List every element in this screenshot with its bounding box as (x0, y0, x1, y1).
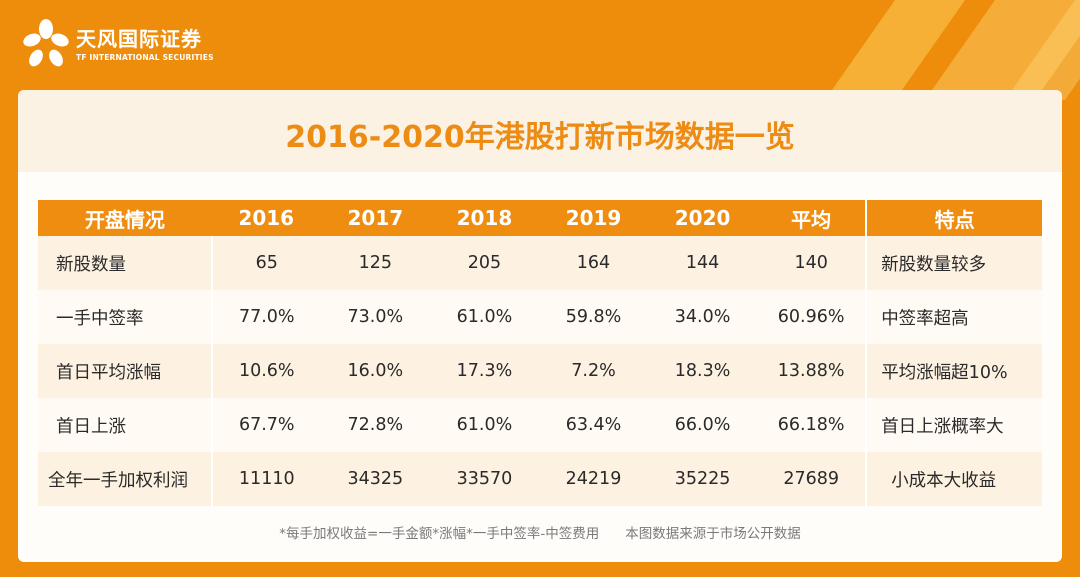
feature-cell: 小成本大收益 (866, 452, 1042, 506)
table-cell: 33570 (429, 452, 539, 506)
table-cell: 7.2% (538, 344, 649, 398)
table-cell: 67.7% (211, 398, 321, 452)
brand-name-cn: 天风国际证券 (76, 26, 202, 51)
table-cell: 73.0% (320, 290, 430, 344)
row-label: 首日上涨 (38, 398, 213, 452)
table-row: 新股数量 65 125 205 164 144 140 新股数量较多 (38, 236, 1042, 290)
table-cell: 125 (320, 236, 430, 290)
table-cell: 61.0% (429, 398, 539, 452)
table-header-row: 开盘情况 2016 2017 2018 2019 2020 平均 特点 (38, 200, 1042, 236)
feature-cell: 中签率超高 (866, 290, 1042, 344)
column-header: 特点 (866, 200, 1042, 236)
feature-cell: 首日上涨概率大 (866, 398, 1042, 452)
table-cell: 63.4% (538, 398, 649, 452)
table-cell: 34325 (320, 452, 430, 506)
footnote-formula: *每手加权收益=一手金额*涨幅*一手中签率-中签费用 (279, 526, 600, 542)
table-cell: 144 (648, 236, 758, 290)
table-cell: 17.3% (429, 344, 539, 398)
table-row: 首日平均涨幅 10.6% 16.0% 17.3% 7.2% 18.3% 13.8… (38, 344, 1042, 398)
column-header: 2016 (211, 200, 321, 236)
table-cell: 164 (538, 236, 649, 290)
title-band (18, 90, 1062, 172)
column-header: 2017 (320, 200, 430, 236)
table-cell: 72.8% (320, 398, 430, 452)
column-header: 开盘情况 (38, 200, 212, 236)
table-cell: 59.8% (538, 290, 649, 344)
table-cell: 65 (211, 236, 321, 290)
row-label: 一手中签率 (38, 290, 213, 344)
table-row: 全年一手加权利润 11110 34325 33570 24219 35225 2… (38, 452, 1042, 506)
table-cell: 34.0% (648, 290, 758, 344)
footnote-source: 本图数据来源于市场公开数据 (625, 526, 801, 542)
row-label: 首日平均涨幅 (38, 344, 213, 398)
table-row: 一手中签率 77.0% 73.0% 61.0% 59.8% 34.0% 60.9… (38, 290, 1042, 344)
table-cell: 35225 (648, 452, 758, 506)
table-cell: 27689 (757, 452, 868, 506)
page-title: 2016-2020年港股打新市场数据一览 (285, 120, 795, 155)
column-header: 2020 (648, 200, 758, 236)
table-cell: 16.0% (320, 344, 430, 398)
feature-cell: 新股数量较多 (866, 236, 1042, 290)
table-row: 首日上涨 67.7% 72.8% 61.0% 63.4% 66.0% 66.18… (38, 398, 1042, 452)
ipo-data-table: 开盘情况 2016 2017 2018 2019 2020 平均 特点 新股数量… (38, 200, 1042, 506)
table-cell: 13.88% (757, 344, 868, 398)
table-cell: 66.0% (648, 398, 758, 452)
table-cell: 11110 (211, 452, 321, 506)
table-cell: 10.6% (211, 344, 321, 398)
table-cell: 18.3% (648, 344, 758, 398)
footnote: *每手加权收益=一手金额*涨幅*一手中签率-中签费用 本图数据来源于市场公开数据 (18, 522, 1062, 542)
feature-cell: 平均涨幅超10% (866, 344, 1042, 398)
row-label: 新股数量 (38, 236, 213, 290)
brand-logo: 天风国际证券 TF INTERNATIONAL SECURITIES (22, 18, 214, 70)
column-header: 2019 (538, 200, 649, 236)
table-cell: 61.0% (429, 290, 539, 344)
table-cell: 77.0% (211, 290, 321, 344)
table-cell: 66.18% (757, 398, 868, 452)
column-header: 2018 (429, 200, 539, 236)
flower-logo-icon (23, 19, 69, 67)
table-cell: 140 (757, 236, 868, 290)
table-cell: 205 (429, 236, 539, 290)
table-cell: 60.96% (757, 290, 868, 344)
table-cell: 24219 (538, 452, 649, 506)
column-header: 平均 (757, 200, 868, 236)
data-card: 2016-2020年港股打新市场数据一览 开盘情况 2016 2017 2018… (18, 90, 1062, 562)
brand-name-en: TF INTERNATIONAL SECURITIES (76, 52, 214, 62)
row-label: 全年一手加权利润 (38, 452, 213, 506)
